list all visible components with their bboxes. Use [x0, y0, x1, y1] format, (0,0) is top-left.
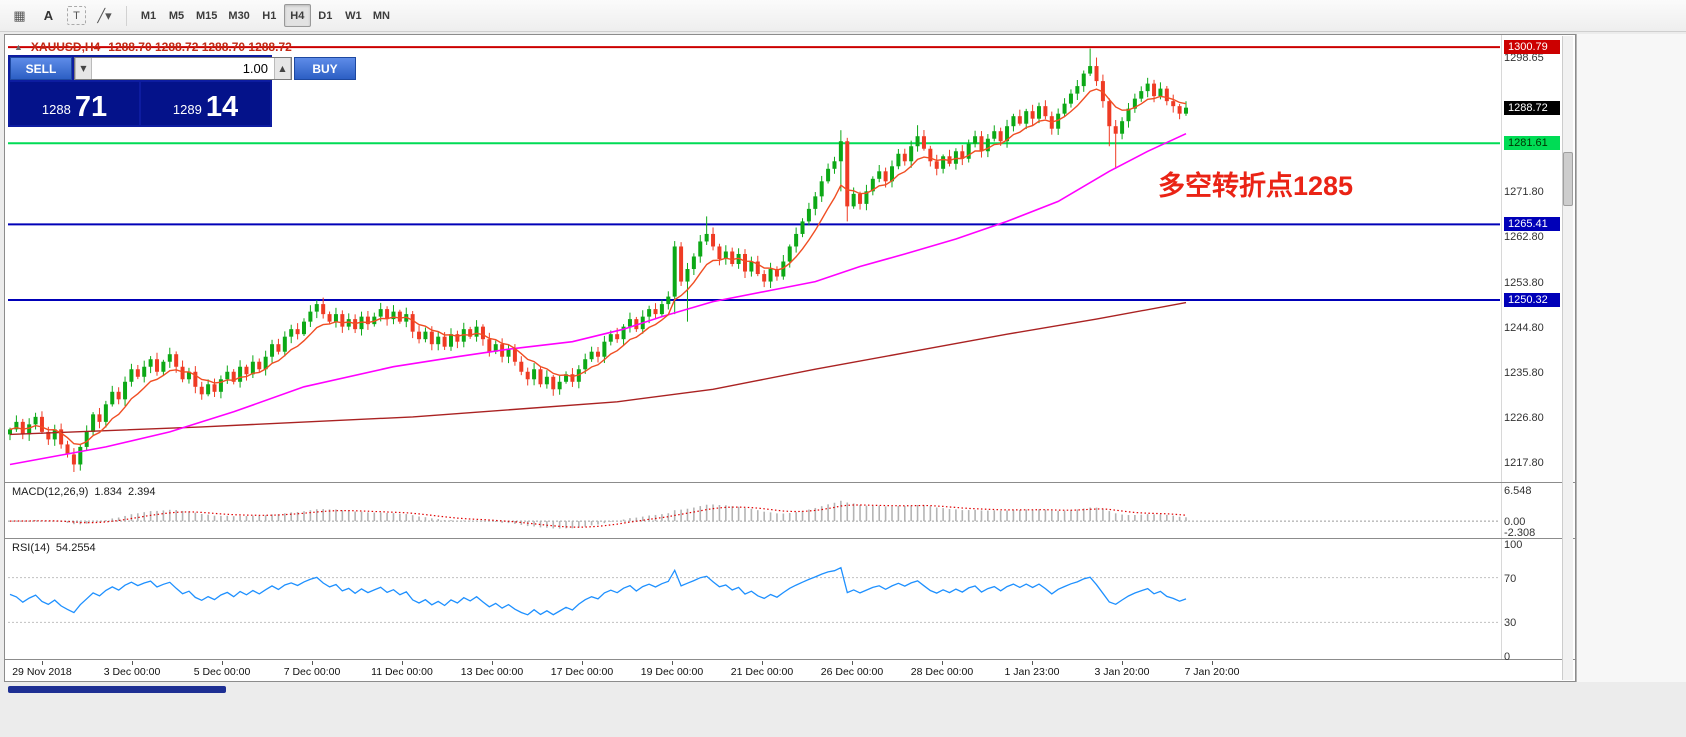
buy-price-big: 14	[205, 91, 239, 123]
time-axis-label: 28 Dec 00:00	[910, 666, 974, 678]
macd-name: MACD(12,26,9)	[12, 486, 89, 498]
sell-price-display[interactable]: 1288 71	[10, 82, 139, 125]
right-panel-filler	[1576, 34, 1686, 682]
time-axis-label: 7 Jan 20:00	[1184, 666, 1240, 678]
time-axis-tick	[852, 661, 853, 665]
volume-decrease-button[interactable]: ▼	[75, 58, 92, 79]
macd-axis-label: 6.548	[1504, 484, 1532, 497]
hline-price-label: 1265.41	[1504, 217, 1560, 232]
axis-separator	[1501, 35, 1502, 660]
timeframe-button-m1[interactable]: M1	[135, 4, 162, 27]
time-axis-label: 19 Dec 00:00	[640, 666, 704, 678]
sell-button[interactable]: SELL	[10, 57, 72, 80]
price-axis-label: 1226.80	[1504, 411, 1544, 424]
symbols-grid-icon[interactable]: ▦	[6, 4, 33, 27]
panel-divider-timeaxis	[5, 659, 1575, 660]
chart-title: ▲ XAUUSD,H4 1288.70 1288.72 1288.70 1288…	[14, 40, 292, 54]
rsi-value: 54.2554	[55, 542, 96, 554]
price-axis-label: 1271.80	[1504, 186, 1544, 199]
time-axis-tick	[1212, 661, 1213, 665]
toolbar: ▦ A T ╱▾ M1 M5 M15 M30 H1 H4 D1 W1 MN	[0, 0, 1686, 32]
time-axis-tick	[1122, 661, 1123, 665]
macd-value: 1.834	[94, 486, 122, 498]
time-axis-tick	[672, 661, 673, 665]
rsi-axis-label: 100	[1504, 539, 1523, 551]
time-axis-label: 3 Jan 20:00	[1094, 666, 1150, 678]
timeframe-group: M1 M5 M15 M30 H1 H4 D1 W1 MN	[135, 4, 395, 27]
macd-signal-value: 2.394	[127, 486, 156, 498]
vertical-scrollbar[interactable]	[1562, 36, 1573, 680]
buy-price-display[interactable]: 1289 14	[141, 82, 270, 125]
time-axis-tick	[492, 661, 493, 665]
macd-axis-label: -2.308	[1504, 527, 1536, 540]
price-axis-label: 1217.80	[1504, 456, 1544, 469]
bottom-bar	[8, 686, 226, 693]
time-axis-tick	[42, 661, 43, 665]
volume-increase-button[interactable]: ▲	[274, 58, 291, 79]
chart-symbol-icon: ▲	[14, 42, 23, 52]
time-axis-label: 17 Dec 00:00	[550, 666, 614, 678]
price-axis-label: 1253.80	[1504, 276, 1544, 289]
volume-control: ▼ ▲	[74, 57, 292, 80]
time-axis-tick	[132, 661, 133, 665]
one-click-trading-panel: SELL ▼ ▲ BUY 1288 71 1289 14	[8, 55, 356, 127]
price-axis-label: 1235.80	[1504, 366, 1544, 379]
time-axis-tick	[762, 661, 763, 665]
panel-divider-rsi[interactable]	[5, 538, 1575, 539]
time-axis-tick	[1032, 661, 1033, 665]
rsi-name: RSI(14)	[12, 542, 50, 554]
rsi-axis-label: 30	[1504, 617, 1517, 630]
time-axis-label: 1 Jan 23:00	[1004, 666, 1060, 678]
time-axis-tick	[312, 661, 313, 665]
hline-price-label: 1300.79	[1504, 40, 1560, 55]
timeframe-button-w1[interactable]: W1	[340, 4, 367, 27]
toolbar-separator	[126, 5, 127, 26]
hline-price-label: 1281.61	[1504, 136, 1560, 151]
vertical-scrollbar-handle[interactable]	[1563, 152, 1573, 206]
volume-input[interactable]	[92, 58, 274, 79]
time-axis-tick	[222, 661, 223, 665]
timeframe-button-m15[interactable]: M15	[191, 4, 222, 27]
text-label-icon[interactable]: A	[35, 4, 62, 27]
time-axis-label: 7 Dec 00:00	[283, 666, 341, 678]
line-studies-icon[interactable]: ╱▾	[91, 4, 118, 27]
time-axis-label: 21 Dec 00:00	[730, 666, 794, 678]
rsi-label: RSI(14) 54.2554	[12, 542, 96, 554]
sell-price-prefix: 1288	[41, 102, 71, 117]
symbol-timeframe-label: XAUUSD,H4	[30, 40, 101, 54]
timeframe-button-h1[interactable]: H1	[256, 4, 283, 27]
buy-price-prefix: 1289	[172, 102, 202, 117]
timeframe-button-m30[interactable]: M30	[223, 4, 254, 27]
timeframe-button-m5[interactable]: M5	[163, 4, 190, 27]
current-price-label: 1288.72	[1504, 100, 1560, 115]
time-axis-label: 26 Dec 00:00	[820, 666, 884, 678]
time-axis-label: 29 Nov 2018	[12, 666, 72, 678]
macd-label: MACD(12,26,9) 1.834 2.394	[12, 486, 155, 498]
time-axis-tick	[582, 661, 583, 665]
time-axis-label: 3 Dec 00:00	[103, 666, 161, 678]
ohlc-values: 1288.70 1288.72 1288.70 1288.72	[108, 40, 292, 54]
timeframe-button-h4[interactable]: H4	[283, 4, 311, 27]
time-axis-tick	[402, 661, 403, 665]
hline-price-label: 1250.32	[1504, 292, 1560, 307]
time-axis-label: 13 Dec 00:00	[460, 666, 524, 678]
price-axis-label: 1244.80	[1504, 321, 1544, 334]
annotation-text: 多空转折点1285	[1158, 171, 1354, 201]
time-axis-tick	[942, 661, 943, 665]
timeframe-button-d1[interactable]: D1	[312, 4, 339, 27]
buy-button[interactable]: BUY	[294, 57, 356, 80]
price-axis-label: 1298.65	[1504, 51, 1544, 64]
macd-axis-label: 0.00	[1504, 516, 1526, 529]
time-axis[interactable]	[5, 660, 1575, 681]
time-axis-label: 11 Dec 00:00	[371, 666, 433, 678]
text-box-icon[interactable]: T	[67, 6, 86, 25]
rsi-axis-label: 70	[1504, 572, 1517, 585]
timeframe-button-mn[interactable]: MN	[368, 4, 395, 27]
panel-divider-macd[interactable]	[5, 482, 1575, 483]
sell-price-big: 71	[74, 91, 108, 123]
rsi-axis-label: 0	[1504, 651, 1511, 663]
price-axis-label: 1262.80	[1504, 231, 1544, 244]
time-axis-label: 5 Dec 00:00	[193, 666, 251, 678]
